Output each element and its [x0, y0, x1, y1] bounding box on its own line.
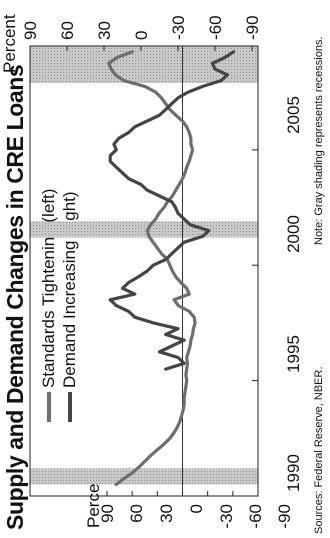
series-line-standards-tightening — [107, 50, 197, 487]
recession-shading — [30, 468, 258, 485]
series-line-demand-increasing — [108, 50, 236, 371]
recession-shading — [30, 45, 258, 83]
plot-frame — [29, 45, 259, 497]
recession-shading — [30, 221, 258, 238]
